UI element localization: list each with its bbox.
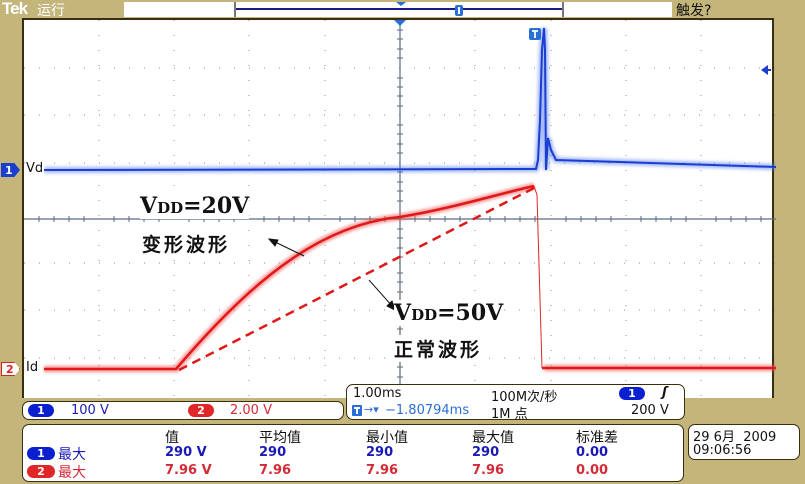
ideal-waveform-dashed — [178, 186, 535, 372]
annotation-vdd20-desc: 变形波形 — [142, 230, 231, 257]
meas-value: 7.96 V — [165, 463, 212, 478]
header-mean: 平均值 — [259, 430, 301, 446]
meas-std: 0.00 — [576, 445, 609, 460]
ch2-trace-label: Id — [25, 360, 40, 375]
ch2-scale: 2.00 V — [230, 403, 272, 418]
annotation-vdd20: VDD=20V — [140, 193, 250, 219]
meas-min: 7.96 — [366, 463, 399, 478]
trigger-flag-icon — [529, 28, 541, 40]
trigger-level: 200 V — [631, 403, 669, 418]
header-std: 标准差 — [576, 430, 618, 446]
header-value: 值 — [165, 430, 179, 446]
header-max: 最大值 — [472, 430, 514, 446]
status-field-left — [124, 2, 234, 17]
datetime-readout: 29 6月 2009 09:06:56 — [688, 424, 800, 460]
meas-value: 290 V — [165, 445, 207, 460]
ch1-ground-marker[interactable]: 1 — [1, 163, 20, 177]
meas-max: 290 — [472, 445, 500, 460]
status-bar: Tek 运行 触发? — [0, 0, 805, 19]
time: 09:06:56 — [693, 443, 752, 458]
ch1-trace-core — [43, 27, 776, 171]
channel-scale-readout[interactable]: 1 100 V 2 2.00 V — [22, 401, 344, 420]
annotation-vdd50: VDD=50V — [394, 300, 504, 326]
trigger-level-arrow-icon[interactable] — [761, 65, 771, 75]
trigger-position-marker — [394, 20, 406, 26]
meas-std: 0.00 — [576, 463, 609, 478]
annotation-arrow-50v — [368, 279, 396, 311]
ch1-badge: 1 — [27, 447, 55, 460]
ch2-trace — [44, 184, 535, 371]
meas-mean: 290 — [259, 445, 287, 460]
time-per-div: 1.00ms — [353, 386, 402, 401]
ch1-trace — [43, 27, 776, 173]
ch1-scale: 100 V — [71, 403, 109, 418]
record-length: 1M 点 — [491, 407, 528, 422]
trigger-delay: −1.80794ms — [385, 403, 470, 418]
date: 29 6月 2009 — [693, 430, 777, 445]
waveform-canvas — [24, 20, 776, 400]
arrow-right-icon: →▾ — [364, 403, 379, 416]
sample-rate: 100M次/秒 — [491, 390, 558, 405]
record-view-bar[interactable] — [234, 2, 564, 17]
ch2-trace-fall — [533, 185, 543, 369]
meas-type: 最大 — [58, 465, 86, 481]
ch2-ground-marker[interactable]: 2 — [1, 362, 20, 376]
tek-logo: Tek — [2, 0, 28, 18]
run-status: 运行 — [37, 3, 65, 19]
measurements-panel: 值 平均值 最小值 最大值 标准差 1 最大 290 V 290 290 290… — [22, 424, 684, 482]
trigger-position-icon — [352, 405, 362, 416]
ch1-trace-label: Vd — [25, 161, 45, 176]
meas-mean: 7.96 — [259, 463, 292, 478]
meas-max: 7.96 — [472, 463, 505, 478]
status-field-right — [564, 2, 672, 17]
ch2-badge: 2 — [27, 465, 55, 478]
annotation-arrow-20v — [267, 238, 305, 257]
trigger-status: 触发? — [676, 3, 712, 19]
rising-edge-icon: ʃ — [662, 385, 668, 400]
meas-min: 290 — [366, 445, 394, 460]
meas-type: 最大 — [58, 447, 86, 463]
record-trigger-marker-icon — [455, 5, 463, 16]
timebase-readout[interactable]: 1.00ms 100M次/秒 1 ʃ →▾ −1.80794ms 1M 点 20… — [346, 384, 685, 422]
record-window-marker-icon — [396, 2, 406, 6]
trigger-source-badge: 1 — [619, 387, 645, 400]
ch2-badge: 2 — [188, 404, 214, 417]
ch1-badge: 1 — [28, 404, 54, 417]
record-line — [236, 8, 562, 10]
header-min: 最小值 — [366, 430, 408, 446]
annotation-vdd50-desc: 正常波形 — [394, 335, 483, 362]
